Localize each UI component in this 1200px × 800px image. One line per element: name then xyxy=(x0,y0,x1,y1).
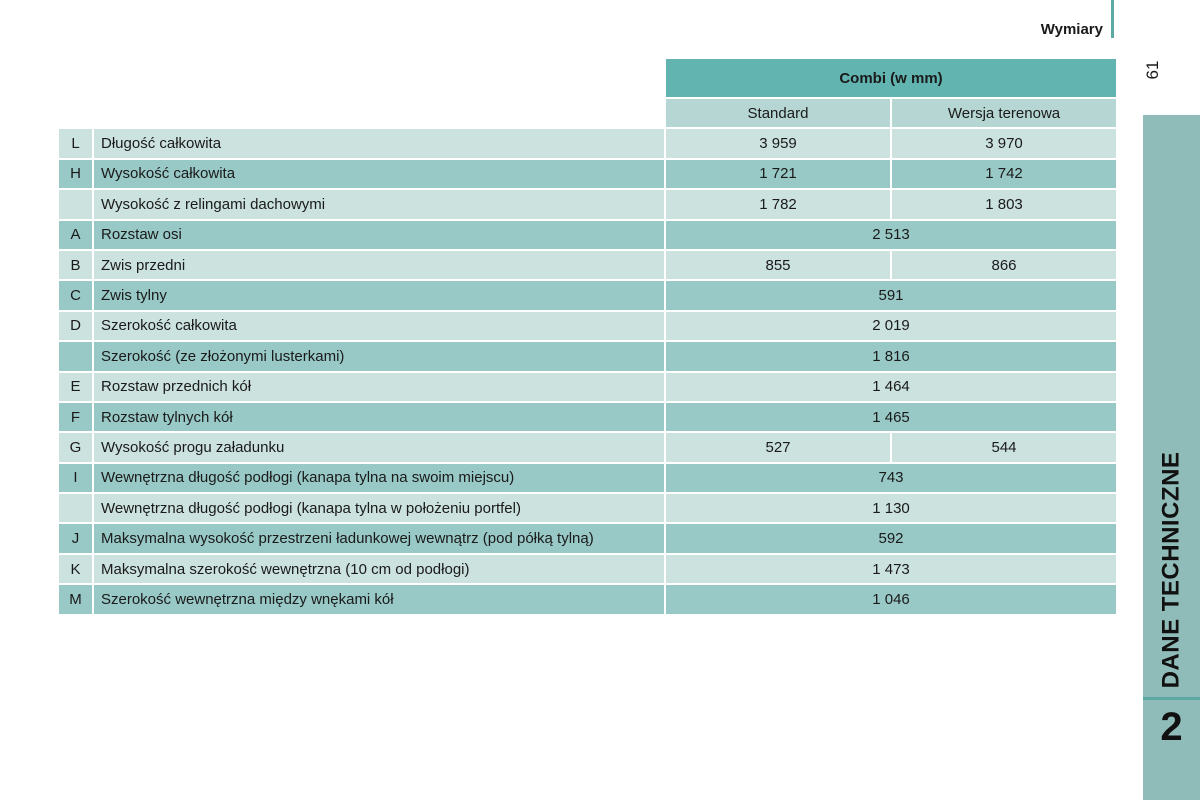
row-letter: I xyxy=(59,463,92,493)
row-value-terrain: 3 970 xyxy=(892,129,1116,158)
table-header-row: Combi (w mm) xyxy=(59,59,1116,97)
header-spacer xyxy=(59,59,92,97)
row-value-shared: 1 130 xyxy=(666,494,1116,523)
chapter-title: DANE TECHNICZNE xyxy=(1157,451,1185,689)
table-row: E Rozstaw przednich kół 1 464 xyxy=(59,372,1116,401)
table-row: Szerokość (ze złożonymi lusterkami) 1 816 xyxy=(59,342,1116,371)
header-spacer xyxy=(94,59,664,97)
row-letter: J xyxy=(59,524,92,553)
row-label: Szerokość (ze złożonymi lusterkami) xyxy=(94,342,664,371)
row-value-terrain: 1 803 xyxy=(892,190,1116,219)
table-row: Wewnętrzna długość podłogi (kanapa tylna… xyxy=(59,494,1116,523)
group-header: Combi (w mm) xyxy=(666,59,1116,97)
table-row: A Rozstaw osi 2 513 xyxy=(59,220,1116,249)
table-row: B Zwis przedni 855 866 xyxy=(59,250,1116,280)
row-label: Zwis przedni xyxy=(94,250,664,280)
row-letter: K xyxy=(59,554,92,584)
row-label: Rozstaw tylnych kół xyxy=(94,402,664,432)
row-value-shared: 591 xyxy=(666,281,1116,310)
row-letter: D xyxy=(59,311,92,341)
row-letter: L xyxy=(59,129,92,158)
row-value-shared: 592 xyxy=(666,524,1116,553)
row-value-shared: 2 019 xyxy=(666,311,1116,341)
row-label: Wewnętrzna długość podłogi (kanapa tylna… xyxy=(94,494,664,523)
column-header-standard: Standard xyxy=(666,99,890,128)
row-letter: A xyxy=(59,220,92,249)
header-spacer xyxy=(94,99,664,127)
row-value-shared: 1 816 xyxy=(666,342,1116,371)
table-row: H Wysokość całkowita 1 721 1 742 xyxy=(59,159,1116,189)
row-letter: B xyxy=(59,250,92,280)
row-value-terrain: 1 742 xyxy=(892,159,1116,189)
table-row: M Szerokość wewnętrzna między wnękami kół… xyxy=(59,585,1116,614)
row-label: Wewnętrzna długość podłogi (kanapa tylna… xyxy=(94,463,664,493)
row-value-shared: 1 464 xyxy=(666,372,1116,401)
table-row: Wysokość z relingami dachowymi 1 782 1 803 xyxy=(59,190,1116,219)
row-label: Wysokość z relingami dachowymi xyxy=(94,190,664,219)
table-subheader-row: Standard Wersja terenowa xyxy=(59,99,1116,128)
row-letter: G xyxy=(59,433,92,462)
row-letter xyxy=(59,494,92,523)
row-label: Maksymalna szerokość wewnętrzna (10 cm o… xyxy=(94,554,664,584)
table-row: K Maksymalna szerokość wewnętrzna (10 cm … xyxy=(59,554,1116,584)
row-value-terrain: 866 xyxy=(892,250,1116,280)
row-label: Szerokość całkowita xyxy=(94,311,664,341)
row-value-standard: 1 721 xyxy=(666,159,890,189)
row-label: Długość całkowita xyxy=(94,129,664,158)
row-label: Maksymalna wysokość przestrzeni ładunkow… xyxy=(94,524,664,553)
row-value-standard: 855 xyxy=(666,250,890,280)
table-row: D Szerokość całkowita 2 019 xyxy=(59,311,1116,341)
row-value-terrain: 544 xyxy=(892,433,1116,462)
header-spacer xyxy=(59,99,92,127)
table-row: L Długość całkowita 3 959 3 970 xyxy=(59,129,1116,158)
row-label: Szerokość wewnętrzna między wnękami kół xyxy=(94,585,664,614)
row-letter: M xyxy=(59,585,92,614)
row-value-standard: 3 959 xyxy=(666,129,890,158)
chapter-tab xyxy=(1143,115,1200,800)
table-row: G Wysokość progu załadunku 527 544 xyxy=(59,433,1116,462)
row-value-shared: 1 473 xyxy=(666,554,1116,584)
chapter-number: 2 xyxy=(1160,705,1183,749)
table-row: F Rozstaw tylnych kół 1 465 xyxy=(59,402,1116,432)
table-row: I Wewnętrzna długość podłogi (kanapa tyln… xyxy=(59,463,1116,493)
row-value-standard: 1 782 xyxy=(666,190,890,219)
row-label: Wysokość całkowita xyxy=(94,159,664,189)
row-label: Wysokość progu załadunku xyxy=(94,433,664,462)
chapter-title-wrap: DANE TECHNICZNE xyxy=(1143,452,1200,689)
table-row: J Maksymalna wysokość przestrzeni ładunko… xyxy=(59,524,1116,553)
row-label: Zwis tylny xyxy=(94,281,664,310)
header-divider xyxy=(1111,0,1114,38)
row-letter: C xyxy=(59,281,92,310)
row-letter xyxy=(59,342,92,371)
row-value-shared: 1 465 xyxy=(666,402,1116,432)
chapter-divider xyxy=(1143,697,1200,700)
row-value-standard: 527 xyxy=(666,433,890,462)
row-letter: F xyxy=(59,402,92,432)
page-number: 61 xyxy=(1143,60,1162,80)
row-letter: H xyxy=(59,159,92,189)
row-label: Rozstaw przednich kół xyxy=(94,372,664,401)
row-letter xyxy=(59,190,92,219)
row-label: Rozstaw osi xyxy=(94,220,664,249)
row-value-shared: 743 xyxy=(666,463,1116,493)
row-value-shared: 2 513 xyxy=(666,220,1116,249)
row-value-shared: 1 046 xyxy=(666,585,1116,614)
table-row: C Zwis tylny 591 xyxy=(59,281,1116,310)
section-title: Wymiary xyxy=(1040,21,1103,38)
column-header-terrain: Wersja terenowa xyxy=(892,99,1116,128)
row-letter: E xyxy=(59,372,92,401)
